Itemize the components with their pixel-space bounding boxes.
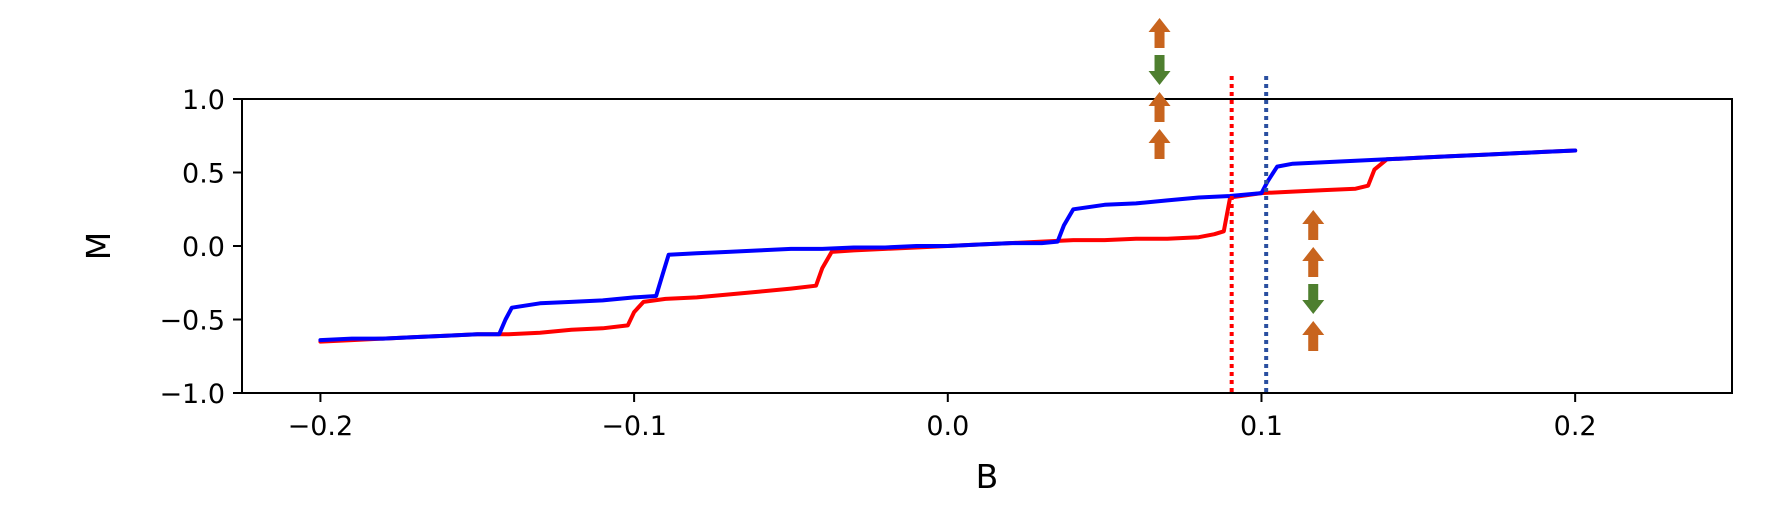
series-layer	[318, 148, 1578, 344]
arrow-up-icon	[1302, 321, 1325, 351]
y-tick-label: −1.0	[159, 379, 225, 410]
arrow-up-icon	[1148, 18, 1171, 48]
arrow-up-icon	[1302, 247, 1325, 277]
x-tick-label: 0.0	[926, 411, 969, 442]
arrow-up-icon	[1148, 129, 1171, 159]
vline-layer	[1229, 76, 1269, 393]
series-line-2	[318, 148, 1578, 343]
x-axis-label: B	[976, 457, 999, 496]
arrow-up-icon	[1302, 210, 1325, 240]
y-tick-label: 0.5	[182, 159, 225, 190]
arrow-layer	[1148, 18, 1325, 351]
x-tick-label: 0.2	[1554, 411, 1597, 442]
x-tick-label: −0.2	[288, 411, 354, 442]
tick-layer: −0.2 −0.1 0.0 0.1 0.2 −1.0 −0.5 0.0 0.5 1.0	[159, 85, 1596, 442]
x-tick-label: −0.1	[601, 411, 667, 442]
x-tick-label: 0.1	[1240, 411, 1283, 442]
y-axis-label: M	[79, 232, 118, 260]
arrow-down-icon	[1302, 284, 1325, 314]
arrow-down-icon	[1148, 55, 1171, 85]
y-tick-label: 1.0	[182, 85, 225, 116]
y-tick-label: 0.0	[182, 232, 225, 263]
arrow-up-icon	[1148, 92, 1171, 122]
y-tick-label: −0.5	[159, 306, 225, 337]
